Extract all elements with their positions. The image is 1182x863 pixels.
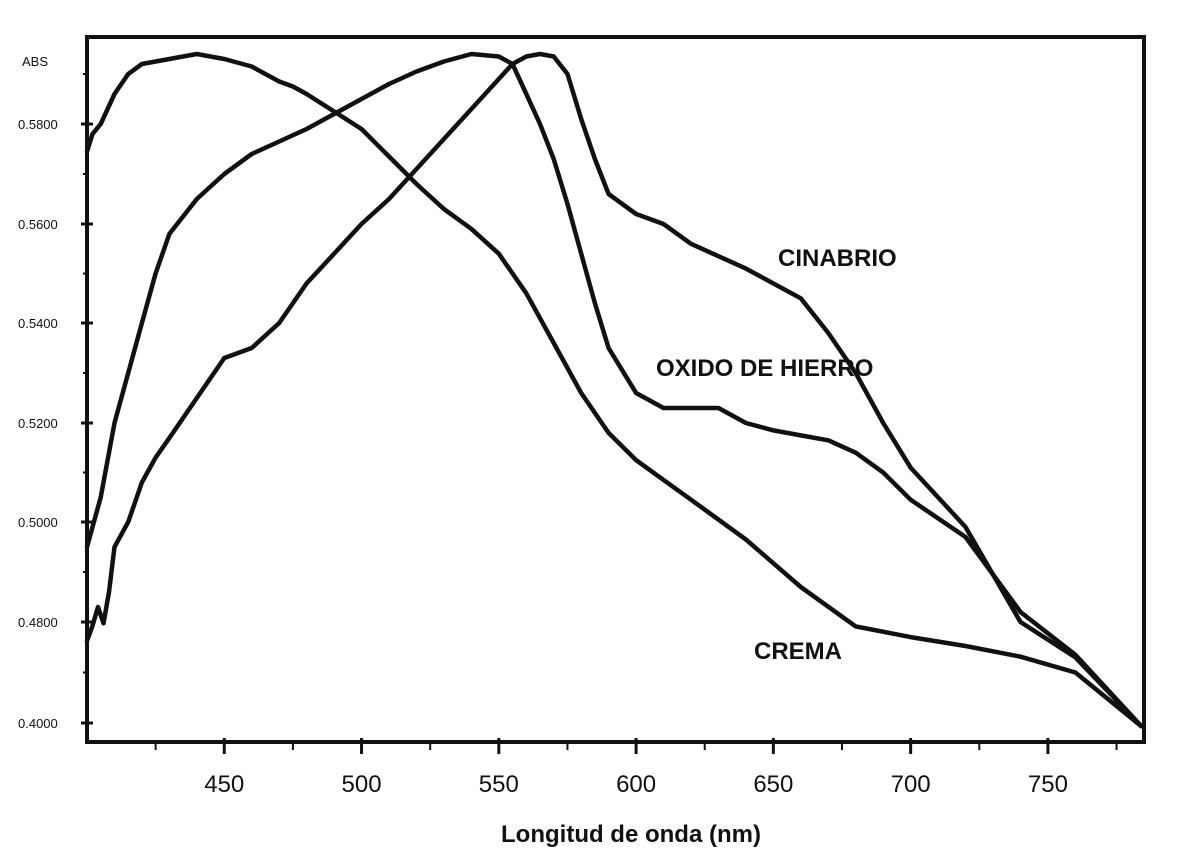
x-axis: 450 500 550 600 650 700 750 bbox=[154, 738, 1118, 798]
x-tick-label: 600 bbox=[616, 771, 656, 798]
y-tick-label: 0.5800 bbox=[18, 117, 58, 132]
x-tick-label: 650 bbox=[753, 771, 793, 798]
x-axis-title: Longitud de onda (nm) bbox=[501, 821, 761, 848]
y-tick-label: 0.5600 bbox=[18, 217, 58, 232]
plot-frame bbox=[85, 35, 1146, 744]
y-tick-label: 0.5200 bbox=[18, 416, 58, 431]
y-axis-title: ABS bbox=[22, 54, 48, 69]
y-tick-label: 0.4800 bbox=[18, 615, 58, 630]
y-tick-label: 0.5000 bbox=[18, 515, 58, 530]
series-label-oxido-de-hierro: OXIDO DE HIERRO bbox=[656, 355, 873, 382]
series-label-cinabrio: CINABRIO bbox=[778, 245, 897, 272]
series-line-crema bbox=[84, 51, 1144, 729]
x-tick-label: 750 bbox=[1028, 771, 1068, 798]
y-tick-label: 0.4000 bbox=[18, 716, 58, 731]
y-axis: 0.4000 0.4800 0.5000 0.5200 0.5400 0.5600 0.58… bbox=[18, 73, 93, 731]
series-layer bbox=[84, 51, 1144, 729]
x-tick-label: 450 bbox=[204, 771, 244, 798]
y-tick-label: 0.5400 bbox=[18, 316, 58, 331]
x-tick-label: 700 bbox=[891, 771, 931, 798]
x-tick-label: 500 bbox=[342, 771, 382, 798]
series-line-oxido-de-hierro bbox=[84, 51, 1144, 729]
series-label-crema: CREMA bbox=[754, 638, 842, 665]
series-line-cinabrio bbox=[84, 51, 1144, 729]
x-tick-label: 550 bbox=[479, 771, 519, 798]
